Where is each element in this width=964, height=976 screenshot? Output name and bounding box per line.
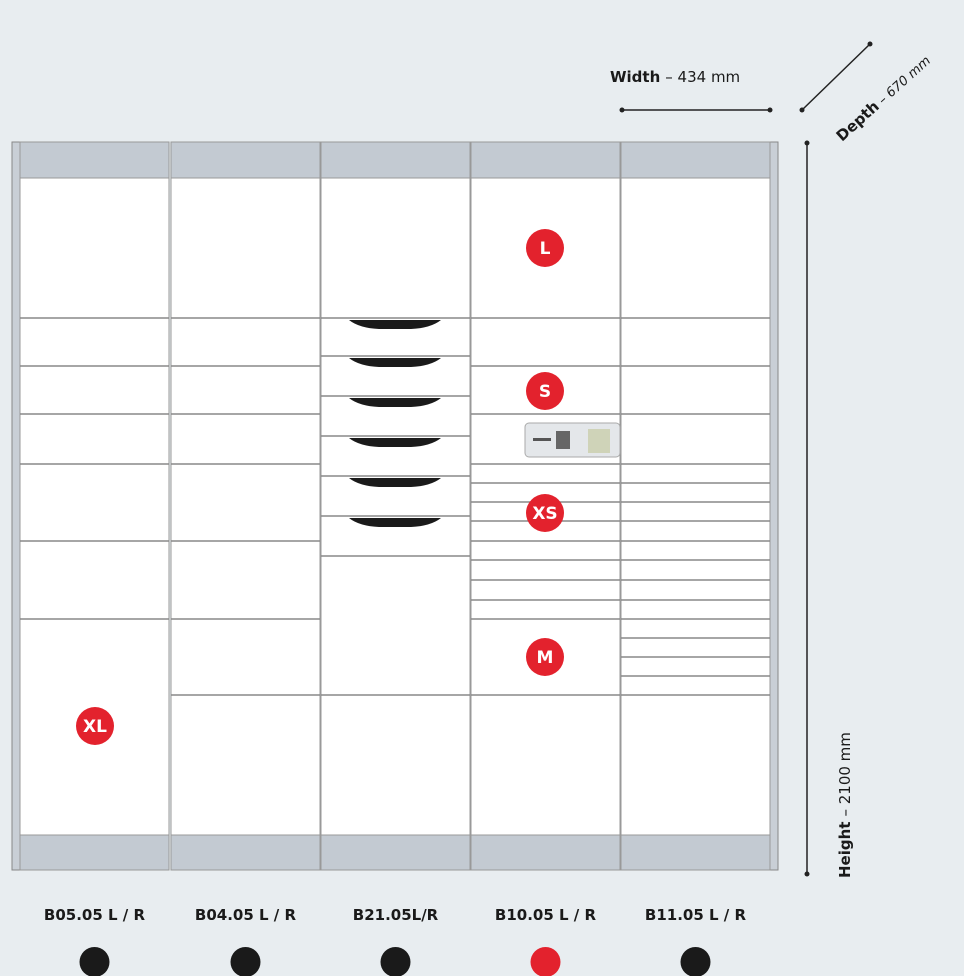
- size-badge: [76, 707, 114, 745]
- column-label: B04.05 L / R: [195, 906, 297, 924]
- width-value: – 434 mm: [665, 68, 740, 86]
- drawer-handle: [349, 518, 441, 527]
- bottom-band: [470, 834, 621, 871]
- dot-end: [867, 41, 873, 47]
- dot-end: [804, 871, 810, 877]
- width-label: Width – 434 mm: [610, 68, 740, 86]
- column-label: B05.05 L / R: [44, 906, 146, 924]
- top-band: [470, 141, 621, 179]
- size-badge-text: XL: [83, 717, 107, 737]
- column-label: B11.05 L / R: [645, 906, 747, 924]
- locker-body: [620, 177, 771, 836]
- column-label: B10.05 L / R: [495, 906, 597, 924]
- dot-end: [619, 107, 625, 113]
- bottom-band: [620, 834, 771, 871]
- drawer-handle: [349, 320, 441, 329]
- height-label: Height – 2100 mm: [836, 732, 854, 878]
- column-select-dot[interactable]: [680, 947, 711, 976]
- column-select-dot[interactable]: [530, 947, 561, 976]
- bottom-band: [19, 834, 170, 871]
- depth-name: Depth: [833, 97, 883, 145]
- size-badge: [526, 494, 564, 532]
- height-name: Height: [836, 822, 854, 878]
- drawer-handle: [349, 398, 441, 407]
- drawer-handle: [349, 478, 441, 487]
- top-band: [320, 141, 471, 179]
- locker-body: [170, 177, 321, 836]
- top-band: [170, 141, 321, 179]
- width-name: Width: [610, 68, 660, 86]
- keypad-qr: [556, 431, 570, 449]
- top-band: [19, 141, 170, 179]
- size-badge-text: XS: [532, 504, 557, 524]
- size-badge: [526, 372, 564, 410]
- dot-end: [804, 140, 810, 146]
- size-badge-text: M: [537, 648, 554, 668]
- side-panel: [11, 141, 21, 871]
- dot-end: [799, 107, 805, 113]
- keypad-keys: [588, 429, 610, 453]
- bottom-band: [170, 834, 321, 871]
- height-value: – 2100 mm: [836, 732, 854, 816]
- dot-end: [767, 107, 773, 113]
- column-select-dot[interactable]: [380, 947, 411, 976]
- column-label: B21.05L/R: [353, 906, 439, 924]
- size-badge-text: S: [539, 382, 551, 402]
- keypad-slot: [533, 438, 551, 441]
- size-badge: [526, 229, 564, 267]
- side-panel: [769, 141, 779, 871]
- size-badge: [526, 638, 564, 676]
- top-band: [620, 141, 771, 179]
- locker-body: [320, 177, 471, 836]
- drawer-handle: [349, 358, 441, 367]
- depth-line: [801, 43, 871, 111]
- column-select-dot[interactable]: [79, 947, 110, 976]
- drawer-handle: [349, 438, 441, 447]
- depth-value: – 670 mm: [876, 53, 934, 108]
- lockers: B05.05 L / R B04.05 L / R B21.05L/R B10.05 …: [11, 141, 779, 976]
- size-badge-text: L: [540, 239, 551, 259]
- bottom-band: [320, 834, 471, 871]
- column-select-dot[interactable]: [230, 947, 261, 976]
